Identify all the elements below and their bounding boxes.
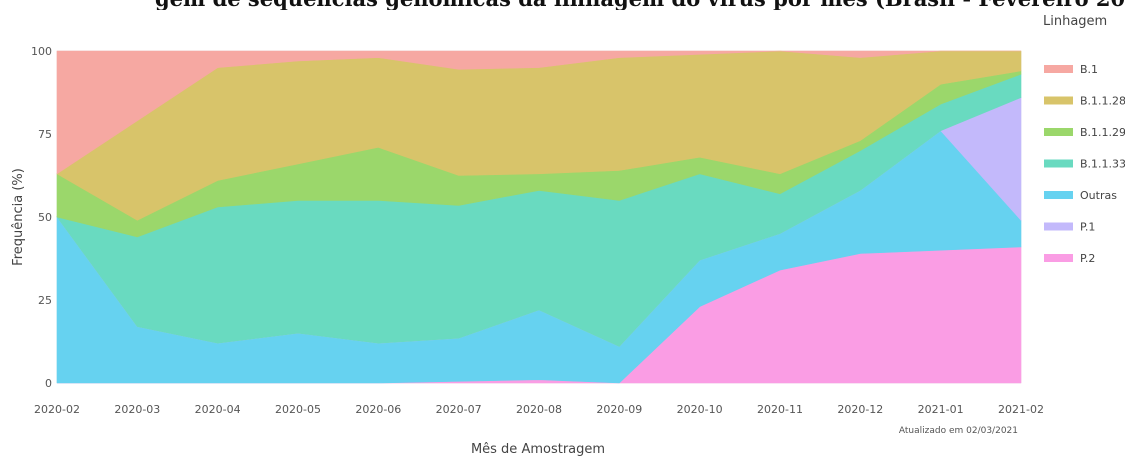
x-tick-label: 2020-10 — [677, 403, 723, 416]
legend-swatch-outras — [1044, 191, 1073, 199]
x-tick-label: 2020-11 — [757, 403, 803, 416]
updated-note: Atualizado em 02/03/2021 — [899, 426, 1018, 436]
legend-label-p-2: P.2 — [1080, 252, 1095, 265]
area-series — [56, 50, 1022, 384]
x-tick-label: 2020-07 — [436, 403, 482, 416]
legend-label-b-1-1-28: B.1.1.28 — [1080, 95, 1125, 108]
legend-label-p-1: P.1 — [1080, 221, 1095, 234]
legend-swatch-b-1-1-28 — [1044, 96, 1073, 105]
x-axis-label: Mês de Amostragem — [471, 442, 605, 457]
x-tick-label: 2021-02 — [998, 403, 1044, 416]
x-tick-label: 2020-08 — [516, 403, 562, 416]
legend-title: Linhagem — [1043, 14, 1107, 29]
y-tick-label: 0 — [45, 377, 52, 390]
chart-title-strip: gem de sequências genômicas da linhagem … — [0, 0, 1125, 10]
y-tick-label: 100 — [31, 45, 52, 58]
legend-label-b-1-1-33: B.1.1.33 — [1080, 158, 1125, 171]
legend-swatch-p-2 — [1044, 254, 1073, 262]
legend-swatch-b-1-1-33 — [1044, 159, 1073, 168]
y-axis-ticks: 0 25 50 75 100 — [31, 45, 52, 390]
legend-label-b-1: B.1 — [1080, 63, 1098, 76]
x-tick-label: 2020-03 — [114, 403, 160, 416]
x-tick-label: 2020-05 — [275, 403, 321, 416]
legend: B.1 B.1.1.28 B.1.1.29 B.1.1.33 Outras P.1 P.2 — [1044, 63, 1125, 265]
area-b-1 — [56, 50, 1021, 175]
y-tick-label: 75 — [38, 128, 52, 141]
x-tick-label: 2020-09 — [596, 403, 642, 416]
y-axis-label: Frequência (%) — [11, 168, 26, 266]
x-tick-label: 2020-06 — [355, 403, 401, 416]
y-tick-label: 50 — [38, 211, 52, 224]
x-tick-label: 2020-04 — [195, 403, 241, 416]
legend-label-outras: Outras — [1080, 189, 1117, 202]
x-tick-label: 2020-02 — [34, 403, 80, 416]
legend-label-b-1-1-29: B.1.1.29 — [1080, 126, 1125, 139]
legend-swatch-b-1 — [1044, 65, 1073, 73]
chart-title: gem de sequências genômicas da linhagem … — [155, 0, 1125, 10]
y-tick-label: 25 — [38, 294, 52, 307]
legend-swatch-b-1-1-29 — [1044, 128, 1073, 136]
x-tick-label: 2020-12 — [837, 403, 883, 416]
x-axis-ticks: 2020-02 2020-03 2020-04 2020-05 2020-06 2020-… — [34, 403, 1044, 416]
x-tick-label: 2021-01 — [918, 403, 964, 416]
legend-swatch-p-1 — [1044, 222, 1073, 231]
